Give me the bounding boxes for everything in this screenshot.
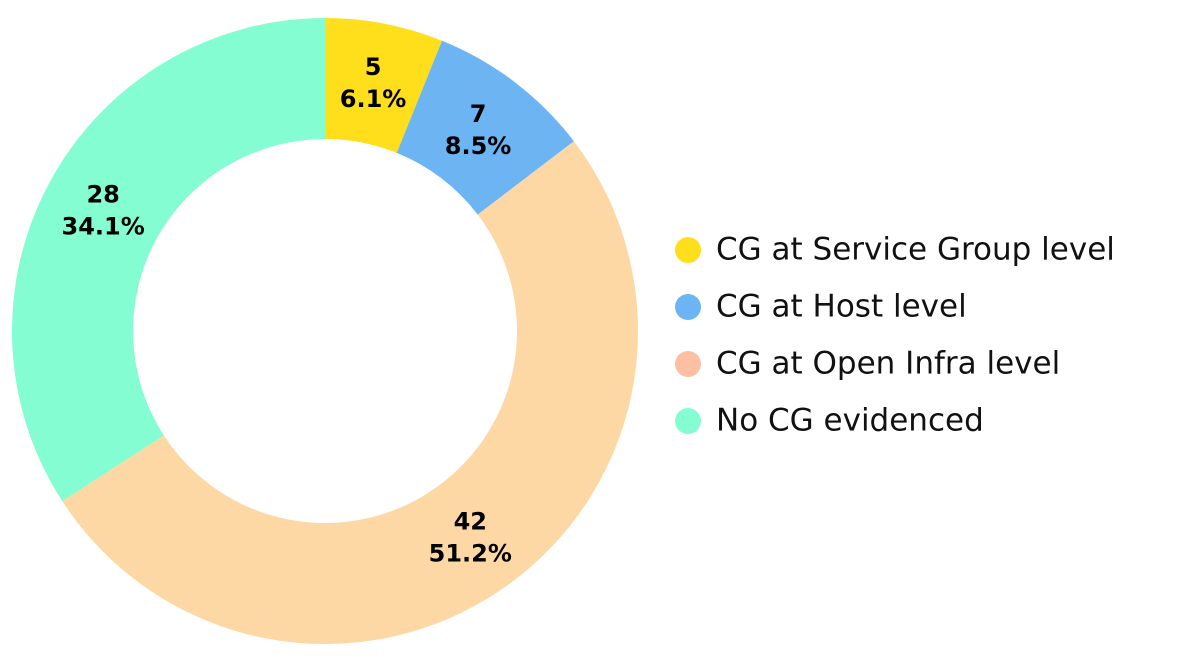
donut-slice (62, 141, 638, 644)
legend-label: CG at Host level (716, 289, 967, 325)
legend-label: CG at Open Infra level (716, 346, 1060, 382)
donut-slice (325, 18, 443, 153)
legend-label: No CG evidenced (716, 403, 984, 439)
slice-value-label: 28 (86, 180, 119, 208)
slice-percent-label: 8.5% (445, 132, 512, 160)
donut-slice (396, 40, 574, 215)
slice-value-label: 42 (454, 508, 487, 536)
slice-percent-label: 34.1% (62, 212, 145, 240)
slice-percent-label: 51.2% (429, 540, 512, 568)
slice-value-label: 7 (470, 100, 487, 128)
legend-swatch (675, 237, 701, 263)
legend-label: CG at Service Group level (716, 232, 1115, 268)
legend-swatch (675, 294, 701, 320)
legend-swatch (675, 351, 701, 377)
slice-value-label: 5 (365, 53, 382, 81)
donut-slice (12, 18, 326, 502)
slice-percent-label: 6.1% (340, 85, 407, 113)
legend-swatch (675, 408, 701, 434)
